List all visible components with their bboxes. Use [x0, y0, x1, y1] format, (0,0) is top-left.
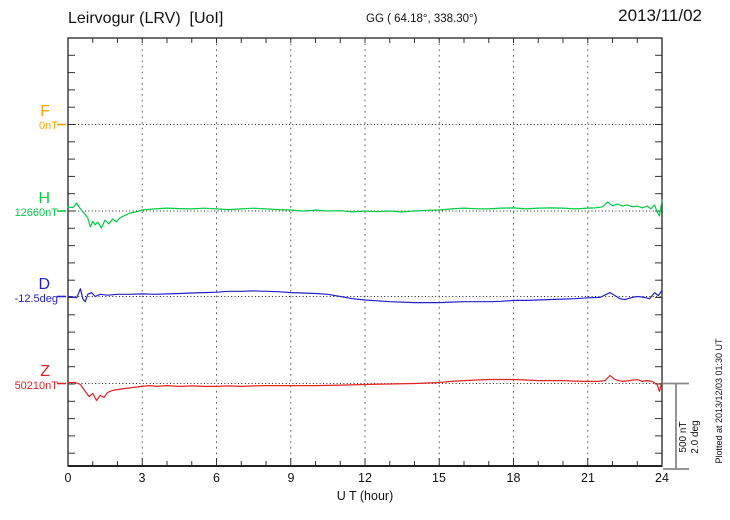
channel-label-F: F 0nT	[0, 103, 58, 133]
x-tick-3: 3	[138, 471, 146, 485]
x-tick-24: 24	[655, 471, 669, 485]
channel-baseline-value-Z: 50210nT	[14, 380, 58, 392]
scale-bar	[663, 382, 689, 470]
x-axis-label: U T (hour)	[336, 489, 394, 503]
channel-baseline-value-H: 12660nT	[14, 207, 58, 219]
grid-lines	[141, 38, 589, 466]
x-tick-0: 0	[64, 471, 72, 485]
x-tick-21: 21	[581, 471, 595, 485]
scale-bar-nT-label: 500 nT	[678, 421, 689, 453]
data-traces	[67, 199, 663, 402]
scale-bar-labels: 500 nT 2.0 deg	[678, 391, 702, 483]
scale-bar-deg-label: 2.0 deg	[690, 420, 701, 454]
channel-label-Z: Z 50210nT	[0, 363, 58, 393]
channel-letter-D: D	[38, 276, 50, 293]
page-title: Leirvogur (LRV) [UoI]	[68, 10, 224, 27]
channel-baseline-value-D: -12.5deg	[14, 293, 58, 305]
geographic-coords: GG ( 64.18°, 338.30°)	[366, 13, 478, 25]
trace-D	[67, 288, 663, 304]
channel-letter-H: H	[38, 190, 50, 207]
channel-letter-Z: Z	[40, 363, 50, 380]
channel-letter-F: F	[40, 103, 50, 120]
x-tick-9: 9	[287, 471, 295, 485]
x-tick-6: 6	[213, 471, 220, 485]
x-tick-15: 15	[432, 471, 446, 485]
channel-label-H: H 12660nT	[0, 190, 58, 220]
x-tick-12: 12	[358, 471, 372, 485]
plotted-at-note: Plotted at 2013/12/03 01:30 UT	[714, 338, 724, 464]
trace-H	[67, 199, 663, 229]
channel-label-D: D -12.5deg	[0, 276, 58, 306]
channel-baseline-value-F: 0nT	[39, 120, 58, 132]
channel-baselines	[68, 124, 662, 384]
trace-Z	[67, 374, 663, 402]
date-label: 2013/11/02	[618, 6, 702, 25]
baseline-markers	[57, 123, 66, 385]
x-tick-18: 18	[506, 471, 521, 485]
